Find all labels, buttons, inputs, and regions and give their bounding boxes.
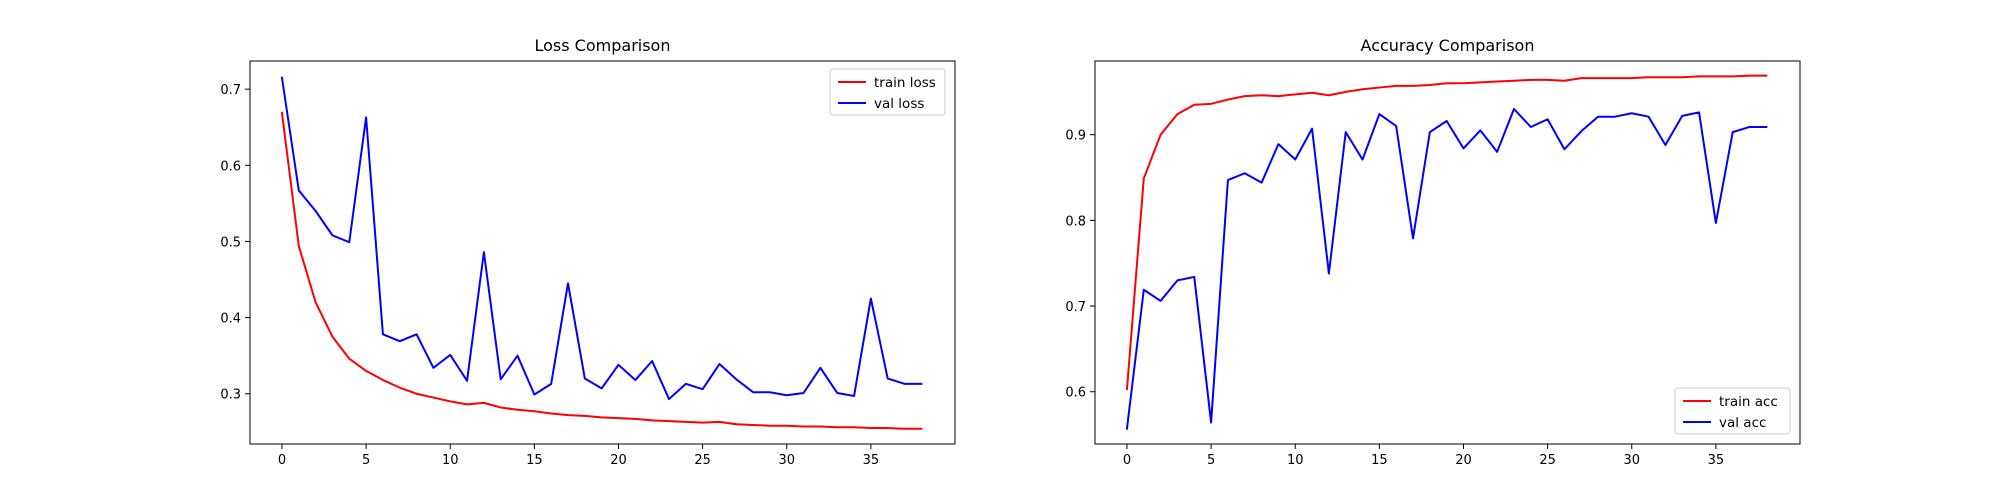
legend: train acc val acc (1674, 387, 1791, 435)
x-tick-label: 25 (1539, 453, 1556, 468)
x-tick-label: 25 (694, 453, 711, 468)
series-line-train-loss (280, 111, 923, 430)
y-tick-label: 0.6 (220, 159, 241, 174)
chart-panel-1: Loss Comparison 0 5 10 15 20 25 30 35 0.3 0.4 0.5 0.… (220, 36, 956, 468)
x-tick-label: 0 (278, 453, 286, 468)
x-tick-label: 15 (526, 453, 543, 468)
y-tick-label: 0.4 (220, 312, 241, 327)
series-line-val-acc (1125, 107, 1768, 430)
chart-title: Loss Comparison (535, 36, 671, 55)
x-tick-label: 30 (1623, 453, 1640, 468)
x-tick-label: 15 (1371, 453, 1388, 468)
x-tick-label: 0 (1123, 453, 1131, 468)
x-tick-label: 35 (1708, 453, 1725, 468)
x-tick-label: 10 (442, 453, 459, 468)
chart-title: Accuracy Comparison (1361, 36, 1535, 55)
y-tick-label: 0.5 (220, 235, 241, 250)
series-line-train-acc (1125, 74, 1768, 391)
y-tick-label: 0.7 (1065, 300, 1086, 315)
legend: train loss val loss (829, 68, 946, 116)
legend-label: train loss (874, 75, 936, 91)
x-tick-label: 10 (1287, 453, 1304, 468)
x-tick-label: 20 (1455, 453, 1472, 468)
x-tick-label: 35 (863, 453, 880, 468)
x-tick-label: 5 (1207, 453, 1215, 468)
y-tick-label: 0.9 (1065, 129, 1086, 144)
y-tick-label: 0.6 (1065, 386, 1086, 401)
legend-label: train acc (1719, 394, 1778, 410)
chart-panel-2: Accuracy Comparison 0 5 10 15 20 25 30 35 0.6 0.7 0… (1065, 36, 1801, 468)
axes-frame (249, 60, 956, 445)
x-tick-label: 20 (610, 453, 627, 468)
y-tick-label: 0.7 (220, 83, 241, 98)
axes-frame (1094, 60, 1801, 445)
x-tick-label: 5 (362, 453, 370, 468)
series-line-val-loss (280, 76, 923, 401)
x-tick-label: 30 (778, 453, 795, 468)
y-tick-label: 0.3 (220, 388, 241, 403)
legend-label: val acc (1719, 415, 1766, 431)
legend-label: val loss (874, 96, 924, 112)
y-tick-label: 0.8 (1065, 214, 1086, 229)
